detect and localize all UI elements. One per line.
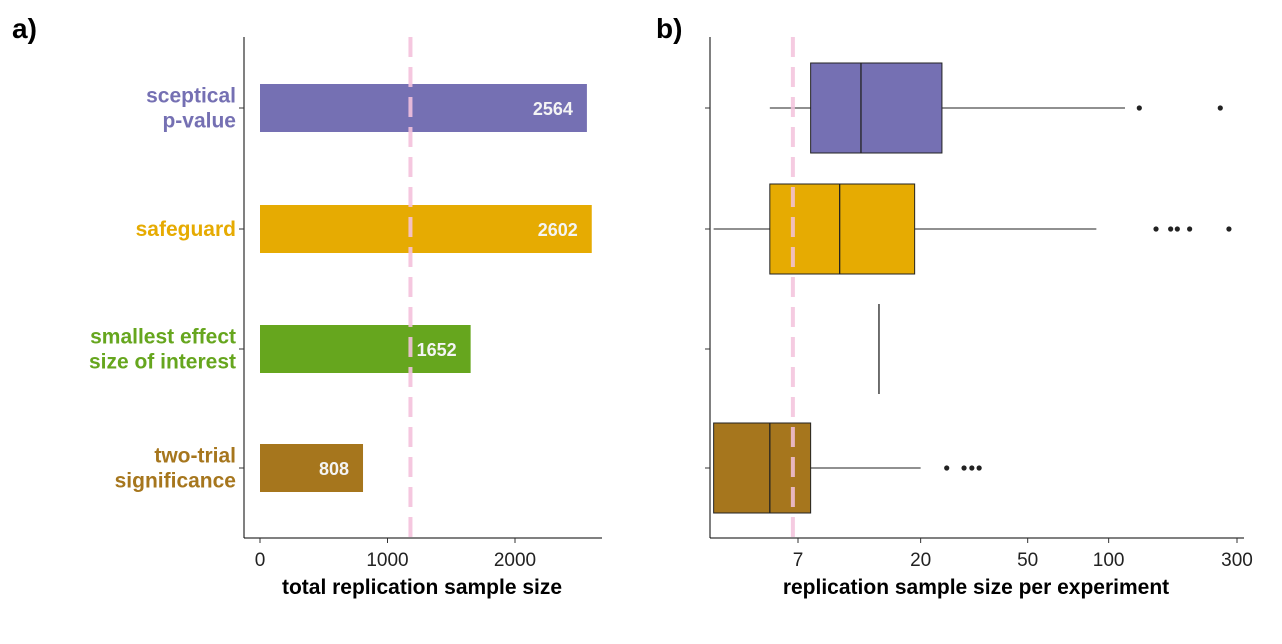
panel-a-label: a): [12, 13, 37, 44]
bar-2: [260, 205, 592, 253]
category-label: sceptical: [146, 85, 236, 108]
box-outlier-point: [1168, 226, 1174, 232]
box-outlier-point: [1226, 226, 1232, 232]
box-outlier-point: [1187, 226, 1193, 232]
box-outlier-point: [1153, 226, 1159, 232]
panel-a-x-tick-label: 1000: [366, 550, 408, 571]
panel-b-x-tick-label: 300: [1221, 550, 1253, 571]
box-outlier-point: [976, 465, 982, 471]
panel-b-x-tick-label: 100: [1093, 550, 1125, 571]
box-iqr-rect: [713, 422, 812, 514]
panel-b-x-tick-label: 7: [793, 550, 804, 571]
box-outlier-point: [969, 465, 975, 471]
box-iqr-rect: [810, 62, 943, 154]
category-label: p-value: [162, 110, 236, 133]
category-label: smallest effect: [90, 326, 236, 349]
panel-b-x-tick-label: 50: [1017, 550, 1038, 571]
panel-a-x-tick-label: 0: [255, 550, 266, 571]
bar-value-label: 2564: [533, 99, 573, 119]
panel-a-x-tick-label: 2000: [494, 550, 536, 571]
bar-3: [260, 325, 471, 373]
panel-b-label: b): [656, 13, 682, 44]
box-outlier-point: [1174, 226, 1180, 232]
panel-b-x-tick-label: 20: [910, 550, 931, 571]
category-label: safeguard: [136, 218, 236, 241]
box-4: [713, 422, 982, 514]
category-label: size of interest: [89, 351, 236, 374]
box-outlier-point: [944, 465, 950, 471]
category-label: two-trial: [154, 445, 236, 468]
category-label: significance: [115, 470, 236, 493]
box-outlier-point: [961, 465, 967, 471]
bar-value-label: 808: [319, 459, 349, 479]
box-outlier-point: [1217, 105, 1223, 111]
bar-value-label: 1652: [417, 340, 457, 360]
box-outlier-point: [1136, 105, 1142, 111]
panel-a-x-axis-title: total replication sample size: [282, 576, 562, 599]
bar-1: [260, 84, 587, 132]
panel-b-x-axis-title: replication sample size per experiment: [783, 576, 1169, 599]
bar-value-label: 2602: [538, 220, 578, 240]
box-1: [769, 62, 1223, 154]
panel-b-box-plot: 7 20 50 100 300: [705, 37, 1253, 571]
bar-4: [260, 444, 364, 492]
